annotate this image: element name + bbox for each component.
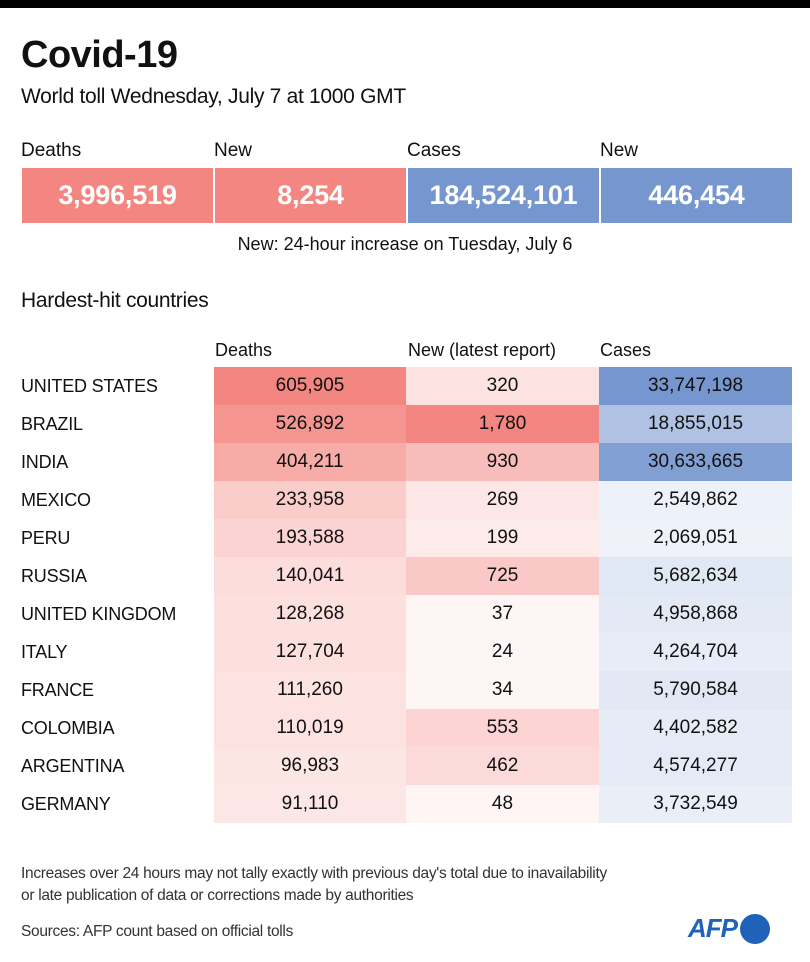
footnote: Increases over 24 hours may not tally ex…	[21, 863, 607, 907]
country-label: FRANCE	[21, 680, 94, 700]
deaths-cell: 526,892	[214, 405, 406, 443]
cases-cell: 30,633,665	[599, 443, 792, 481]
country-label: INDIA	[21, 452, 69, 472]
world-deaths-label: Deaths	[21, 140, 82, 161]
new-cell: 553	[406, 709, 599, 747]
new-cell: 269	[406, 481, 599, 519]
new-cell: 48	[406, 785, 599, 823]
deaths-cell: 127,704	[214, 633, 406, 671]
cases-cell: 18,855,015	[599, 405, 792, 443]
page-subtitle: World toll Wednesday, July 7 at 1000 GMT	[21, 85, 406, 108]
afp-logo-text: AFP	[688, 913, 738, 943]
col-header-cases: Cases	[600, 340, 652, 360]
cases-cell: 2,549,862	[599, 481, 792, 519]
new-cell: 725	[406, 557, 599, 595]
new-cell: 320	[406, 367, 599, 405]
footnote-line-1: Increases over 24 hours may not tally ex…	[21, 865, 607, 882]
new-cell: 24	[406, 633, 599, 671]
country-label: ITALY	[21, 642, 68, 662]
deaths-cell: 233,958	[214, 481, 406, 519]
country-label: MEXICO	[21, 490, 91, 510]
world-deaths-value: 3,996,519	[22, 168, 213, 223]
col-header-new: New (latest report)	[408, 340, 557, 360]
country-label: UNITED KINGDOM	[21, 604, 177, 624]
afp-logo-dot-icon	[740, 913, 770, 944]
deaths-cell: 128,268	[214, 595, 406, 633]
country-label: ARGENTINA	[21, 756, 125, 776]
col-header-deaths: Deaths	[215, 340, 273, 360]
new-cell: 199	[406, 519, 599, 557]
new-cell: 930	[406, 443, 599, 481]
world-cases-value: 184,524,101	[408, 168, 599, 223]
cases-cell: 4,402,582	[599, 709, 792, 747]
cases-cell: 4,958,868	[599, 595, 792, 633]
world-new-deaths-label: New	[214, 140, 253, 161]
cases-cell: 5,790,584	[599, 671, 792, 709]
country-label: UNITED STATES	[21, 376, 158, 396]
cases-cell: 2,069,051	[599, 519, 792, 557]
cases-cell: 33,747,198	[599, 367, 792, 405]
world-new-cases-value: 446,454	[601, 168, 792, 223]
cases-cell: 5,682,634	[599, 557, 792, 595]
deaths-cell: 193,588	[214, 519, 406, 557]
afp-logo: AFP	[688, 913, 770, 944]
deaths-cell: 110,019	[214, 709, 406, 747]
deaths-cell: 96,983	[214, 747, 406, 785]
cases-cell: 4,574,277	[599, 747, 792, 785]
world-cases-label: Cases	[407, 140, 461, 161]
section-title: Hardest-hit countries	[21, 289, 209, 312]
world-new-cases-label: New	[600, 140, 639, 161]
footnote-line-2: or late publication of data or correctio…	[21, 887, 414, 904]
country-label: BRAZIL	[21, 414, 83, 434]
deaths-cell: 605,905	[214, 367, 406, 405]
deaths-cell: 140,041	[214, 557, 406, 595]
new-cell: 462	[406, 747, 599, 785]
top-bar	[0, 0, 810, 8]
deaths-cell: 404,211	[214, 443, 406, 481]
new-cell: 34	[406, 671, 599, 709]
country-label: COLOMBIA	[21, 718, 115, 738]
deaths-cell: 91,110	[214, 785, 406, 823]
new-cell: 37	[406, 595, 599, 633]
country-label: PERU	[21, 528, 71, 548]
cases-cell: 4,264,704	[599, 633, 792, 671]
sources: Sources: AFP count based on official tol…	[21, 923, 294, 940]
deaths-cell: 111,260	[214, 671, 406, 709]
world-note: New: 24-hour increase on Tuesday, July 6	[237, 234, 573, 254]
cases-cell: 3,732,549	[599, 785, 792, 823]
new-cell: 1,780	[406, 405, 599, 443]
country-label: RUSSIA	[21, 566, 87, 586]
page-title: Covid-19	[21, 34, 178, 76]
world-new-deaths-value: 8,254	[215, 168, 406, 223]
country-label: GERMANY	[21, 794, 111, 814]
